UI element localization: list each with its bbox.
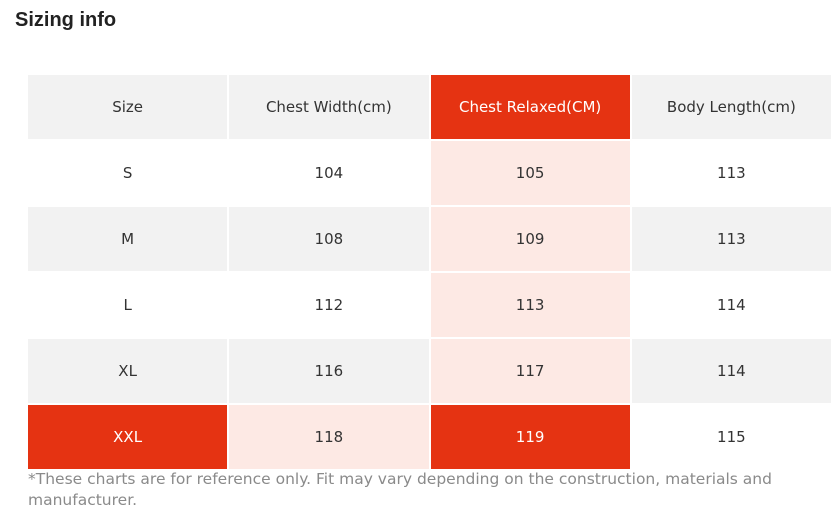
cell: 114: [631, 273, 831, 337]
row: XL 116 117 114: [28, 339, 831, 403]
row: M 108 109 113: [28, 207, 831, 271]
header-cell: Body Length(cm): [631, 75, 831, 139]
title: Sizing info: [15, 9, 117, 31]
cell: L: [28, 273, 228, 337]
row: S 104 105 113: [28, 141, 831, 205]
cell: S: [28, 141, 228, 205]
cell: 118: [229, 405, 429, 469]
cell: 114: [631, 339, 831, 403]
size-table: Size Chest Width(cm) Chest Relaxed(CM) B…: [26, 73, 833, 471]
header-cell: Chest Width(cm): [229, 75, 429, 139]
cell: 112: [229, 273, 429, 337]
cell: XL: [28, 339, 228, 403]
cell: 119: [430, 405, 630, 469]
row: L 112 113 114: [28, 273, 831, 337]
cell: 108: [229, 207, 429, 271]
cell: 116: [229, 339, 429, 403]
cell: 105: [430, 141, 630, 205]
cell: M: [28, 207, 228, 271]
header-row: Size Chest Width(cm) Chest Relaxed(CM) B…: [28, 75, 831, 139]
cell: 113: [631, 207, 831, 271]
header-cell: Size: [28, 75, 228, 139]
cell: 113: [430, 273, 630, 337]
row: XXL 118 119 115: [28, 405, 831, 469]
cell: 113: [631, 141, 831, 205]
cell: 115: [631, 405, 831, 469]
footnote: *These charts are for reference only. Fi…: [28, 470, 772, 509]
cell: 109: [430, 207, 630, 271]
cell: XXL: [28, 405, 228, 469]
header-cell: Chest Relaxed(CM): [430, 75, 630, 139]
cell: 104: [229, 141, 429, 205]
cell: 117: [430, 339, 630, 403]
